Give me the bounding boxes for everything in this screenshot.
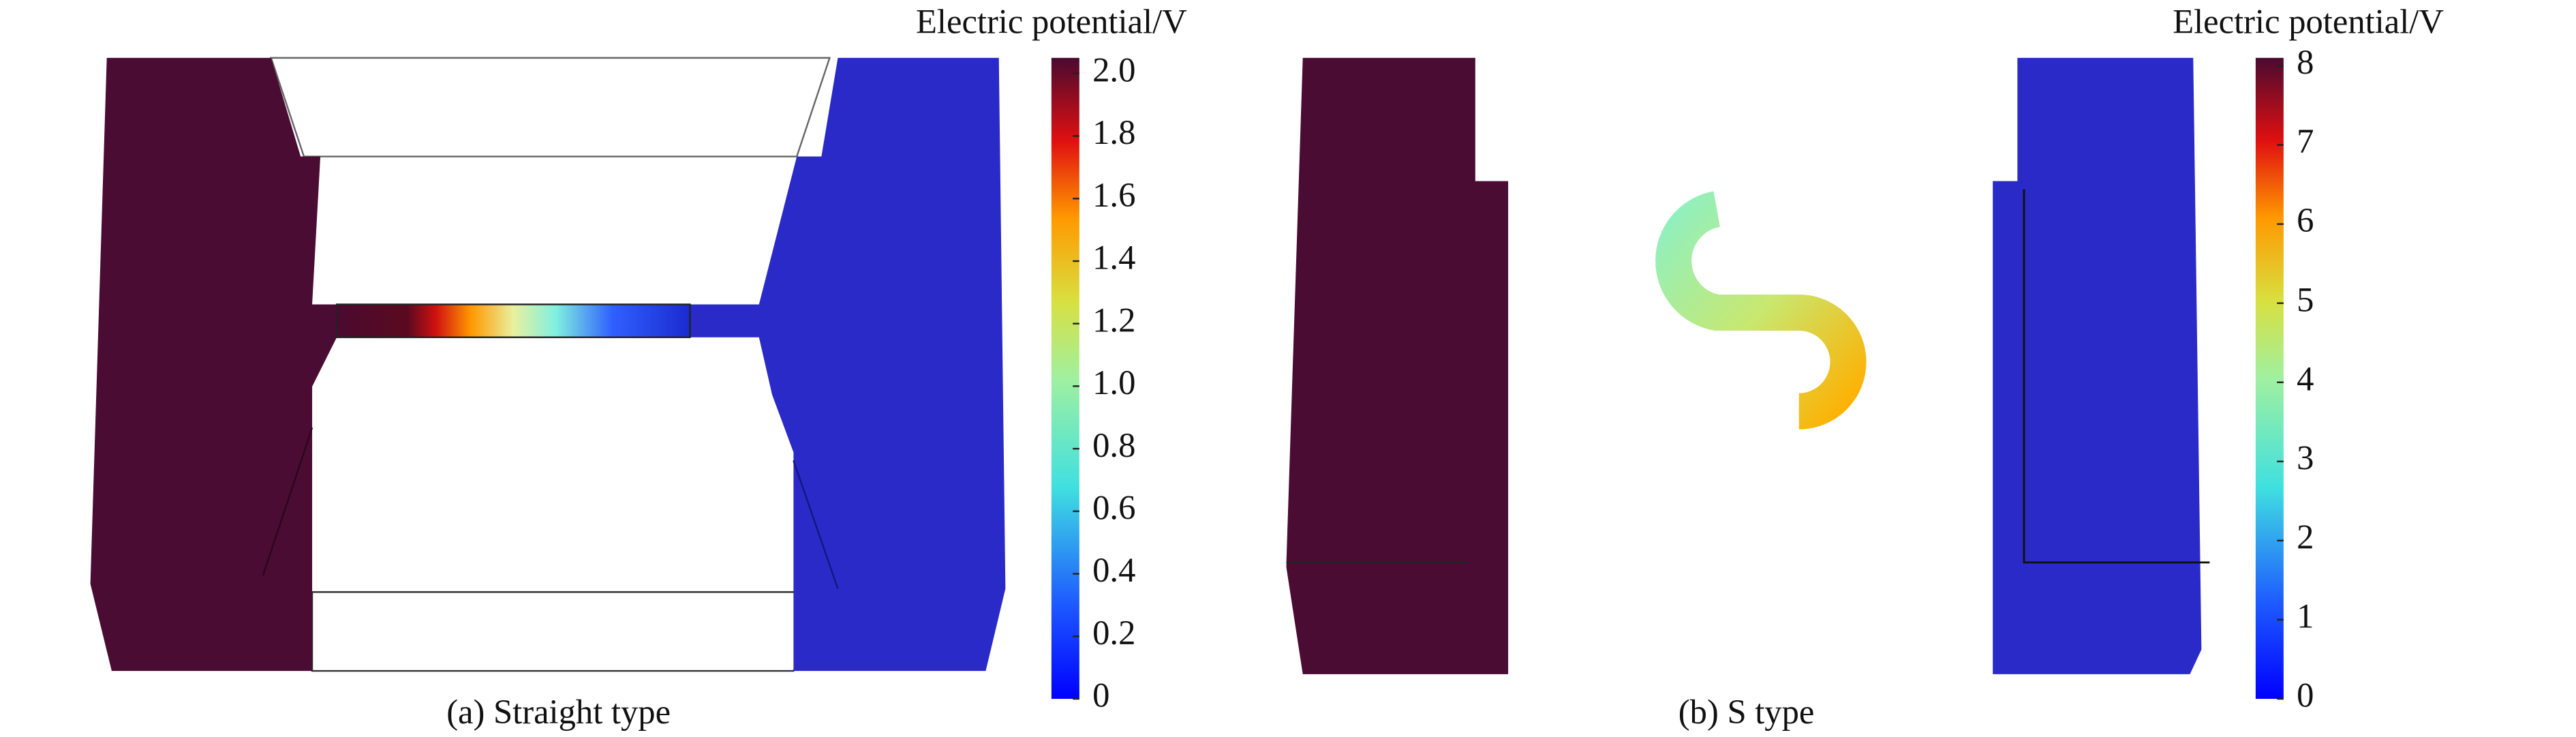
tick-label: 8 bbox=[2297, 43, 2314, 81]
tick-label: 1.6 bbox=[1092, 176, 1135, 214]
tick-label: 3 bbox=[2297, 438, 2314, 477]
tick-label: 0 bbox=[2297, 676, 2314, 715]
tick-label: 1 bbox=[2297, 597, 2314, 635]
tick-label: 1.0 bbox=[1092, 363, 1135, 402]
straight-model bbox=[90, 57, 1006, 672]
tick-label: 6 bbox=[2297, 201, 2314, 239]
tick-label: 7 bbox=[2297, 122, 2314, 160]
caption: (b) S type bbox=[1678, 693, 1815, 731]
caption: (a) Straight type bbox=[446, 693, 671, 731]
tick-label: 0.4 bbox=[1092, 551, 1135, 589]
tick-label: 1.2 bbox=[1092, 301, 1135, 339]
colorbar-title: Electric potential/V bbox=[916, 2, 1187, 40]
colorbar-a bbox=[1051, 57, 1079, 700]
tick-label: 2 bbox=[2297, 518, 2314, 556]
colorbar-title: Electric potential/V bbox=[2173, 2, 2444, 40]
tick-label: 0 bbox=[1092, 676, 1109, 715]
tick-label: 0.6 bbox=[1092, 488, 1135, 526]
tick-label: 0.8 bbox=[1092, 426, 1135, 464]
tick-label: 0.2 bbox=[1092, 614, 1135, 652]
tick-label: 5 bbox=[2297, 280, 2314, 318]
tick-label: 1.8 bbox=[1092, 113, 1135, 151]
s-model bbox=[1286, 57, 2210, 674]
colorbar-b bbox=[2255, 57, 2284, 700]
tick-label: 1.4 bbox=[1092, 239, 1135, 277]
tick-label: 2.0 bbox=[1092, 50, 1135, 89]
tick-label: 4 bbox=[2297, 359, 2314, 397]
